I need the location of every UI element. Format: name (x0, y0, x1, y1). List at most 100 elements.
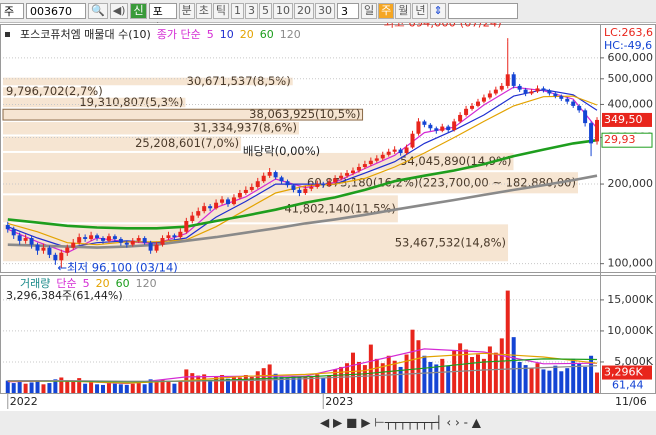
volume-profile-label: 9,796,702(2,7%) (6, 84, 103, 98)
toolbar-button[interactable]: 3 (244, 3, 258, 19)
candle-body (505, 74, 510, 86)
candle-body (214, 202, 219, 209)
volume-bar (535, 363, 540, 393)
volume-bar (47, 383, 52, 393)
volume-bar (499, 338, 504, 393)
volume-profile-bar (3, 87, 96, 96)
volume-bar (595, 372, 600, 393)
volume-bar (249, 376, 254, 393)
candle-body (362, 164, 367, 168)
candle-body (380, 154, 385, 159)
candle-body (166, 235, 171, 239)
candle-body (47, 247, 52, 255)
candle-body (154, 244, 159, 251)
candle-body (83, 237, 88, 239)
candle-body (535, 88, 540, 92)
toolbar-button[interactable]: 초 (195, 3, 212, 19)
volume-bar (356, 361, 361, 393)
volume-bar (416, 340, 421, 393)
market-select[interactable]: 주 (0, 3, 24, 19)
ma-price-box (601, 132, 653, 148)
volume-bar (321, 378, 326, 393)
candle-body (231, 197, 236, 205)
volume-bar (237, 377, 242, 393)
volume-bar (154, 381, 159, 393)
volume-bar (398, 366, 403, 393)
volume-bar (446, 365, 451, 393)
candle-body (422, 121, 427, 125)
toolbar-button[interactable]: 일 (360, 3, 378, 19)
candle-body (493, 89, 498, 94)
volume-profile-bar (3, 152, 514, 171)
ma-line (7, 88, 598, 249)
code-input[interactable]: 003670 (26, 3, 86, 19)
search-button[interactable]: 🔍 (88, 3, 108, 19)
legend-entry: 5 (83, 277, 90, 290)
blank-input[interactable] (447, 3, 518, 19)
candle-body (398, 149, 403, 154)
legend: 거래량 단순 5 20 60 120 (20, 277, 157, 290)
candle-body (487, 93, 492, 98)
toolbar-button[interactable]: 틱 (212, 3, 229, 19)
updown-button[interactable]: ⇕ (430, 3, 446, 19)
candle-body (452, 121, 457, 131)
volume-bar (202, 374, 207, 393)
candle-body (374, 158, 379, 161)
candle-body (553, 93, 558, 97)
toolbar-button[interactable]: 분 (178, 3, 195, 19)
chart: ◀ ▶ ■ ▶ ⊢┬┬┬┬┬┬┬┤ ‹ › - ▲ 53,467,532(14,8… (0, 23, 656, 435)
candle-body (297, 189, 302, 194)
volume-profile-bar (3, 77, 293, 86)
volume-profile-label: 19,310,807(5,3%) (79, 95, 183, 109)
new-button[interactable]: 신 (130, 3, 147, 19)
ma-line (7, 352, 598, 384)
low-annotation: ←최저 96,100 (03/14) (57, 261, 177, 275)
candle-body (571, 101, 576, 106)
candle-body (202, 206, 207, 212)
count-select[interactable]: 3 (336, 3, 359, 19)
toolbar-button[interactable]: 년 (412, 3, 429, 19)
volume-profile-label: 30,671,537(8,5%) (187, 74, 291, 88)
ma-line (7, 174, 598, 249)
candle-body (255, 181, 260, 187)
toolbar-button[interactable]: 월 (395, 3, 412, 19)
sound-button[interactable]: ◀) (109, 3, 129, 19)
ma-price-label: 29,93 (604, 133, 636, 146)
toolbar-button[interactable]: 20 (293, 3, 314, 19)
candle-body (208, 206, 213, 209)
candle-body (100, 238, 105, 241)
candle-body (136, 238, 141, 241)
volume-bar (231, 376, 236, 393)
y-tick-label: 100,000 (608, 257, 654, 270)
candle-body (172, 235, 177, 238)
legend-title: 포스코퓨처엠 매물대 수(10) (20, 28, 151, 41)
volume-bar (41, 384, 46, 393)
candle-body (511, 74, 516, 86)
toolbar-button[interactable]: 1 (230, 3, 244, 19)
toolbar-button[interactable]: 30 (314, 3, 335, 19)
candle-body (291, 185, 296, 190)
volume-bar (547, 370, 552, 393)
candle-body (309, 186, 314, 189)
volume-bar (327, 375, 332, 393)
candle-body (392, 149, 397, 152)
candle-body (23, 238, 28, 241)
volume-profile-bar (3, 195, 398, 223)
volume-bar (112, 383, 117, 393)
candle-body (17, 235, 22, 241)
legend-icon (5, 32, 10, 37)
candle-body (130, 240, 135, 245)
toolbar-button[interactable]: 10 (272, 3, 293, 19)
candle-body (339, 175, 344, 179)
legend-entry: 60 (260, 28, 274, 41)
candle-body (523, 89, 528, 94)
candle-body (315, 184, 320, 187)
candle-body (35, 244, 40, 251)
toolbar-button[interactable]: 5 (258, 3, 272, 19)
scrollbar (0, 411, 656, 435)
toolbar-button[interactable]: 주 (378, 3, 395, 19)
volume-bar (297, 377, 302, 393)
volume-bar (279, 376, 284, 393)
y-tick-label: 500,000 (608, 72, 654, 85)
